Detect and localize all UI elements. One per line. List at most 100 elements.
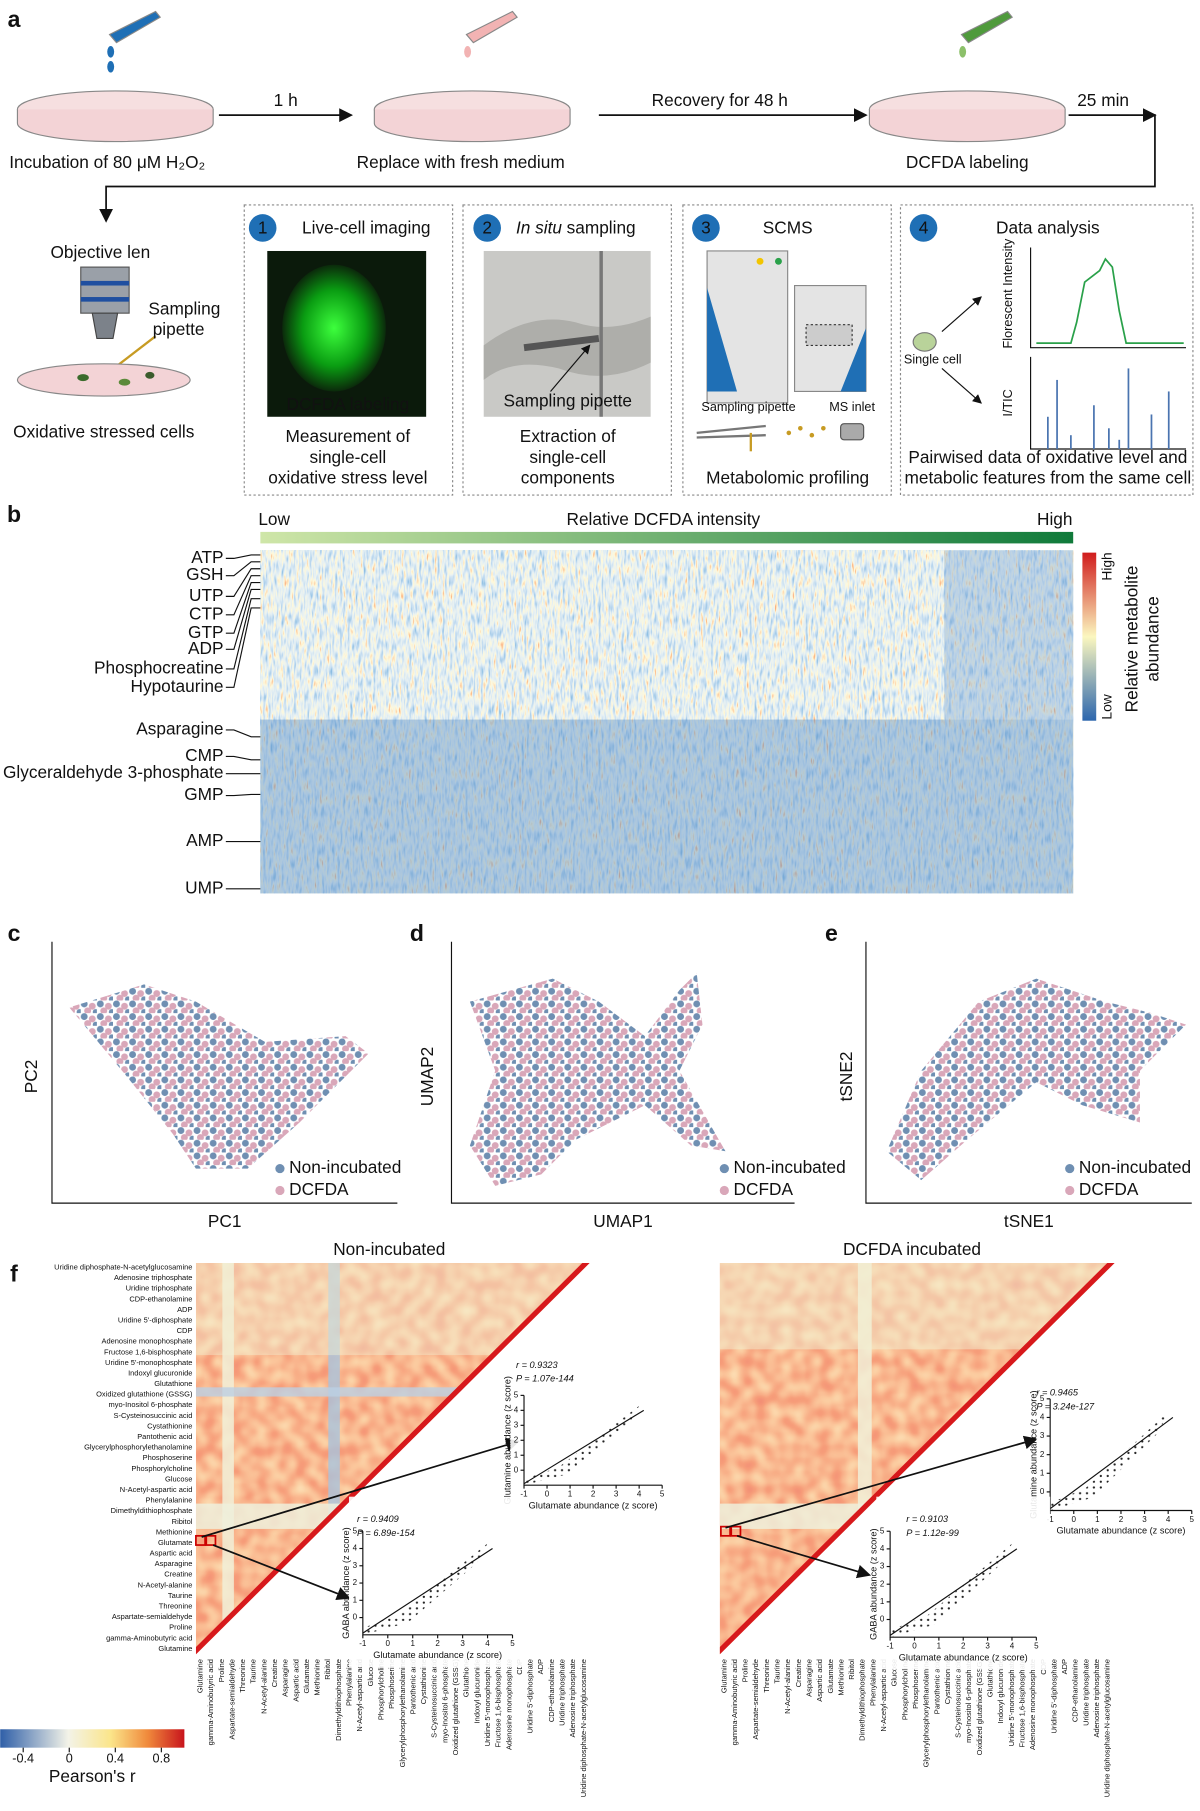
column-label: Oxidized glutathione (GSSG): [975, 1659, 984, 1756]
column-label: Ribitol: [847, 1659, 856, 1680]
column-label: Aspartate-semialdehyde: [751, 1659, 760, 1740]
step-caption: Measurement of: [286, 426, 411, 446]
column-label: Uridine 5'-diphosphate: [526, 1659, 535, 1734]
column-label: Adenosine triphosphate: [568, 1659, 577, 1737]
stat-label: r = 0.9465: [1036, 1388, 1079, 1398]
leader-line: [225, 575, 261, 616]
column-label: N-Acetyl-alanine: [783, 1659, 792, 1714]
legend-markers: [275, 1163, 1075, 1196]
stat-label: P = 1.12e-99: [906, 1528, 959, 1538]
tick-label: 0: [1072, 1515, 1077, 1524]
tick-label: 0: [353, 1613, 358, 1622]
column-label: Phenylalanine: [345, 1659, 354, 1706]
legend-label: DCFDA: [1079, 1179, 1139, 1199]
column-label: Glucose: [890, 1659, 899, 1686]
column-label: Proline: [741, 1659, 750, 1682]
column-label: Aspartate-semialdehyde: [227, 1659, 236, 1740]
panel-label: f: [10, 1261, 18, 1287]
tick-label: 4: [514, 1405, 519, 1414]
tick-label: 4: [880, 1544, 885, 1553]
metabolite-label: ADP: [188, 638, 223, 658]
axis-label: PC2: [21, 1060, 41, 1094]
row-label: Dimethyldithiophosphate: [111, 1506, 193, 1515]
heatmap-shade: [944, 550, 1074, 720]
step-caption: Metabolomic profiling: [706, 468, 869, 488]
column-label: Methionine: [313, 1659, 322, 1696]
leader-line: [225, 554, 261, 559]
gradient-label: Low: [258, 509, 290, 529]
legend-label: DCFDA: [734, 1179, 794, 1199]
panel-label: d: [410, 920, 424, 946]
step-caption: single-cell: [529, 447, 606, 467]
column-label: gamma-Aminobutyric acid: [206, 1659, 215, 1745]
row-label: Adenosine monophosphate: [101, 1337, 192, 1346]
column-label: Methionine: [836, 1659, 845, 1696]
fit-line: [1049, 1416, 1174, 1510]
tick-label: 0: [912, 1641, 917, 1650]
leader-line: [225, 607, 261, 688]
microscope-caption: Oxidative stressed cells: [13, 421, 194, 441]
row-label: Adenosine triphosphate: [114, 1273, 192, 1282]
microscope-label: pipette: [153, 319, 205, 339]
leader-line: [225, 755, 261, 761]
colorbar-title: Pearson's r: [49, 1766, 136, 1786]
inset-bg: [1036, 1364, 1200, 1543]
image-label: DCFDA labeling: [286, 394, 409, 414]
row-label: Fructose 1,6-bisphosphate: [104, 1347, 192, 1356]
tick-label: 1: [514, 1450, 519, 1459]
arrow-label: 1 h: [274, 90, 298, 110]
heatmap-colorbar: [1082, 552, 1097, 721]
tick-label: 4: [1166, 1515, 1171, 1524]
column-label: S-Cysteinosuccinic acid: [430, 1659, 439, 1738]
column-label: Threonine: [762, 1659, 771, 1693]
colorbar-title: abundance: [1142, 596, 1162, 681]
tick-label: 1: [937, 1641, 942, 1650]
axis-label: Glutamate abundance (z score): [529, 1500, 658, 1510]
tick-label: 0: [1040, 1487, 1045, 1496]
tick-label: 0: [545, 1490, 550, 1499]
fit-line: [362, 1548, 493, 1634]
column-label: Creatine: [794, 1659, 803, 1687]
step-number: 3: [701, 218, 711, 238]
inset-bg: [349, 1496, 527, 1668]
step-title: Live-cell imaging: [302, 218, 430, 238]
step-title: SCMS: [763, 218, 813, 238]
step-title: In situ: [516, 218, 562, 238]
legend-label: Non-incubated: [734, 1157, 846, 1177]
tick-label: 3: [880, 1562, 885, 1571]
leader-line: [225, 588, 261, 650]
row-label: Phosphoserine: [143, 1453, 193, 1462]
tick-label: 3: [514, 1420, 519, 1429]
step-caption: components: [521, 468, 615, 488]
tick-label: 0.8: [153, 1752, 171, 1766]
row-label: Phenylalanine: [146, 1496, 193, 1505]
column-label: Pantothenic acid: [408, 1659, 417, 1714]
metabolite-label: CTP: [189, 603, 223, 623]
column-label: Uridine triphosphate: [558, 1659, 567, 1726]
tick-label: 5: [514, 1391, 519, 1400]
column-label: Glucose: [366, 1659, 375, 1686]
tick-label: 5: [880, 1526, 885, 1535]
tick-label: 3: [1142, 1515, 1147, 1524]
column-label: Uridine 5'-monophosphate: [483, 1659, 492, 1746]
axis-label: GABA abundance (z score): [868, 1528, 878, 1640]
tick-label: 1: [410, 1639, 415, 1648]
axis-label: Glutamine abundance (z score): [1028, 1390, 1038, 1518]
column-label: Creatine: [270, 1659, 279, 1687]
step-number-circles: [248, 214, 938, 242]
column-label: Asparagine: [281, 1659, 290, 1697]
tick-label: -0.4: [12, 1752, 34, 1766]
column-label: Taurine: [249, 1659, 258, 1684]
leader-line: [225, 598, 261, 670]
metabolite-label: Hypotaurine: [131, 676, 224, 696]
tick-label: 2: [435, 1639, 440, 1648]
column-label: Glycerylphosphorylethanolamine: [398, 1659, 407, 1767]
metabolite-heatmap: [260, 550, 1074, 894]
tick-label: -1: [1047, 1515, 1055, 1524]
tick-label: 3: [460, 1639, 465, 1648]
axis-label: Florescent Intensity: [1001, 238, 1015, 348]
tick-label: 3: [985, 1641, 990, 1650]
row-label: Glutamine: [158, 1644, 192, 1653]
column-label: CDP-ethanolamine: [547, 1659, 556, 1722]
tick-label: 5: [660, 1490, 665, 1499]
